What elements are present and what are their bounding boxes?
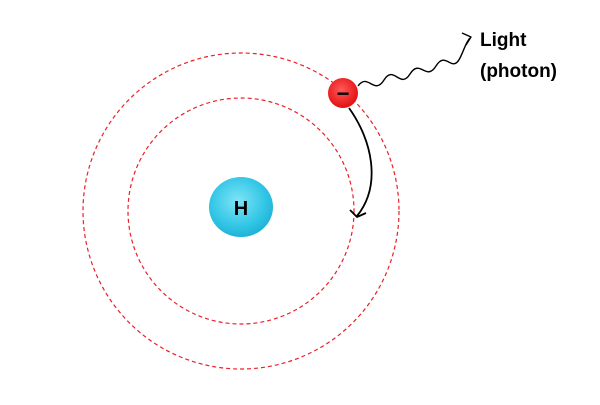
electron: − [328,78,358,108]
photon-label-line1: Light [480,30,527,51]
electron-transition-arrow [348,107,373,218]
nucleus-label: H [234,198,248,220]
outer-orbit [82,52,400,370]
inner-orbit [127,97,355,325]
electron-sphere [328,78,358,108]
nucleus: H [209,177,273,237]
photon-wave [357,32,472,87]
photon-label-line2: (photon) [480,61,557,82]
nucleus-sphere [209,177,273,237]
electron-charge-symbol: − [337,81,350,106]
